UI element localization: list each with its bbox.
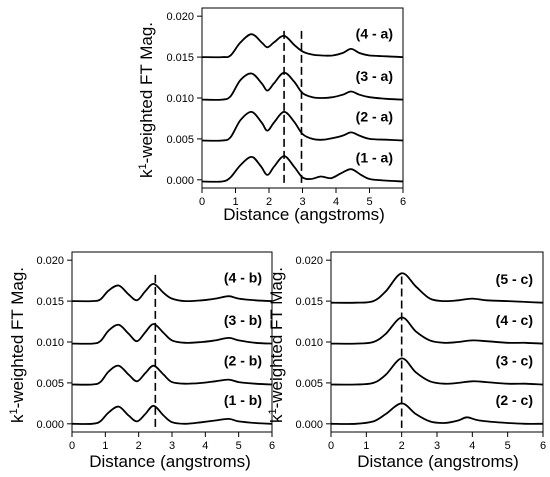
series-label: (4 - a) [356, 25, 393, 41]
x-tick-label: 4 [469, 440, 475, 452]
y-tick-label: 0.000 [36, 419, 64, 431]
x-tick-label: 0 [69, 440, 75, 452]
x-tick-label: 0 [199, 196, 205, 208]
x-tick-label: 1 [232, 196, 238, 208]
series-line [71, 364, 273, 386]
x-tick-label: 3 [434, 440, 440, 452]
x-tick-label: 2 [399, 440, 405, 452]
series-label: (1 - a) [356, 150, 393, 166]
series-line [201, 33, 404, 59]
y-tick-label: 0.005 [166, 134, 194, 146]
x-tick-label: 5 [505, 440, 511, 452]
y-tick-label: 0.020 [295, 255, 323, 267]
series-label: (4 - c) [496, 312, 533, 328]
series-line [71, 404, 273, 425]
series-label: (2 - b) [224, 353, 262, 369]
series-line [201, 110, 404, 142]
y-tick-label: 0.020 [166, 11, 194, 23]
x-tick-label: 4 [202, 440, 208, 452]
series-label: (2 - a) [356, 109, 393, 125]
series-line [330, 402, 544, 425]
series-line [71, 283, 273, 303]
y-tick-label: 0.015 [166, 52, 194, 64]
x-tick-label: 2 [266, 196, 272, 208]
y-tick-label: 0.010 [36, 337, 64, 349]
y-tick-label: 0.020 [36, 255, 64, 267]
series-label: (3 - b) [224, 312, 262, 328]
y-axis-label: k1-weighted FT Mag. [137, 22, 156, 178]
y-axis-label: k1-weighted FT Mag. [267, 267, 286, 423]
series-label: (3 - a) [356, 68, 393, 84]
series-line [330, 316, 544, 345]
series-line [201, 155, 404, 183]
y-tick-label: 0.000 [295, 419, 323, 431]
x-tick-label: 3 [299, 196, 305, 208]
series-line [71, 323, 273, 345]
x-axis-label: Distance (angstroms) [89, 452, 251, 471]
series-line [201, 71, 404, 101]
y-tick-label: 0.010 [295, 337, 323, 349]
series-label: (5 - c) [496, 271, 533, 287]
x-tick-label: 0 [328, 440, 334, 452]
x-tick-label: 6 [269, 440, 275, 452]
series-label: (4 - b) [224, 269, 262, 285]
x-tick-label: 4 [333, 196, 339, 208]
series-label: (3 - c) [496, 353, 533, 369]
x-tick-label: 1 [363, 440, 369, 452]
chart-panel-2: 0 1 2 3 4 5 6 0.000 0.005 0.010 0.015 0.020 (4 - b) (… [8, 251, 275, 471]
series-label: (2 - c) [496, 392, 533, 408]
x-axis-label: Distance (angstroms) [223, 205, 385, 224]
y-tick-label: 0.005 [295, 378, 323, 390]
chart-panel-3: 0 1 2 3 4 5 6 0.000 0.005 0.010 0.015 0.020 (5 - c) (… [267, 251, 546, 471]
series-line [330, 357, 544, 386]
y-tick-label: 0.015 [295, 296, 323, 308]
x-tick-label: 6 [540, 440, 546, 452]
y-tick-label: 0.005 [36, 378, 64, 390]
x-tick-label: 2 [136, 440, 142, 452]
y-tick-label: 0.015 [36, 296, 64, 308]
chart-panel-1: 0 1 2 3 4 5 6 0.000 0.005 0.010 0.015 0.020 (4 - a) (… [137, 7, 406, 224]
x-tick-label: 1 [102, 440, 108, 452]
x-axis-label: Distance (angstroms) [357, 452, 519, 471]
x-tick-label: 5 [236, 440, 242, 452]
series-label: (1 - b) [224, 392, 262, 408]
x-tick-label: 6 [400, 196, 406, 208]
x-tick-label: 5 [366, 196, 372, 208]
series-line [330, 272, 544, 304]
x-tick-label: 3 [169, 440, 175, 452]
y-axis-label: k1-weighted FT Mag. [8, 267, 27, 423]
y-tick-label: 0.010 [166, 93, 194, 105]
y-tick-label: 0.000 [166, 175, 194, 187]
